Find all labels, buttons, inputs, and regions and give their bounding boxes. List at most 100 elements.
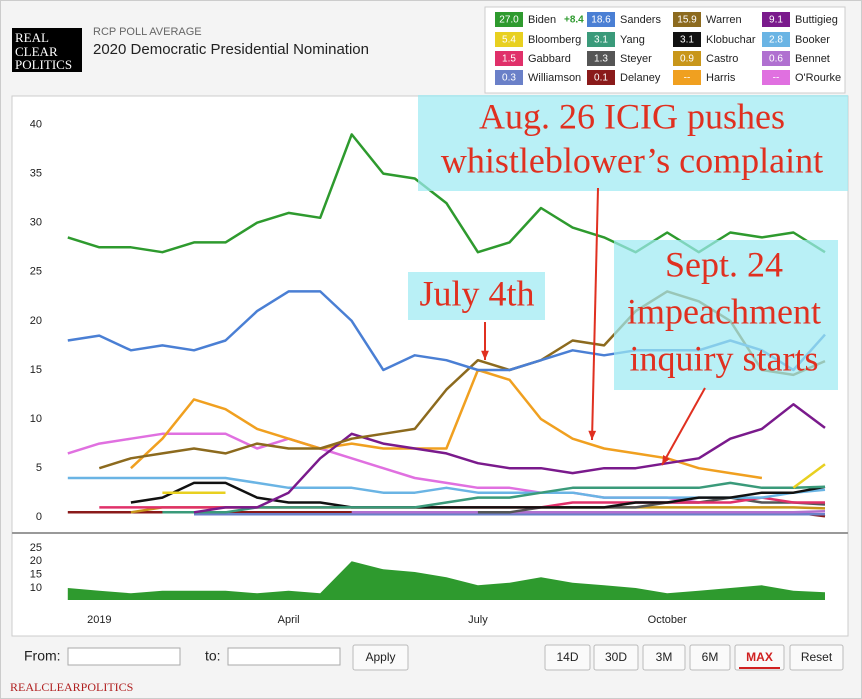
logo-line: REAL — [15, 30, 49, 45]
y-tick-label: 40 — [30, 118, 42, 130]
logo-line: CLEAR — [15, 44, 58, 59]
chart-title: 2020 Democratic Presidential Nomination — [93, 41, 369, 58]
legend-value: -- — [684, 73, 691, 84]
legend-value: -- — [773, 73, 780, 84]
y-tick-label: 20 — [30, 315, 42, 327]
logo-box — [12, 28, 82, 72]
legend-swatch — [495, 32, 523, 47]
legend-value: 0.6 — [769, 54, 783, 65]
legend-swatch — [587, 32, 615, 47]
annotation-text: inquiry starts — [630, 338, 819, 378]
legend-value: 18.6 — [591, 15, 611, 26]
legend-swatch — [673, 51, 701, 66]
legend-value: 1.3 — [594, 54, 608, 65]
legend-name: Klobuchar — [706, 34, 756, 46]
button-label[interactable]: 6M — [702, 650, 719, 664]
legend-name: Delaney — [620, 72, 661, 84]
annotation-box — [614, 240, 838, 390]
y-tick-label: 35 — [30, 168, 42, 180]
button[interactable] — [689, 644, 731, 671]
annotation-text: impeachment — [627, 291, 821, 331]
annotation-box — [408, 272, 545, 320]
legend-name: Bennet — [795, 53, 830, 65]
legend-swatch — [762, 51, 790, 66]
legend-name: Warren — [706, 14, 742, 26]
legend-swatch — [587, 51, 615, 66]
to-label: to: — [205, 648, 221, 664]
legend-value: 5.4 — [502, 35, 516, 46]
button-label[interactable]: 14D — [556, 650, 578, 664]
legend-swatch — [495, 51, 523, 66]
y-tick-label: 25 — [30, 266, 42, 278]
x-tick-label: October — [648, 614, 687, 626]
legend-value: 27.0 — [499, 15, 519, 26]
annotation-text: Aug. 26 ICIG pushes — [479, 96, 785, 136]
y-tick-label: 0 — [36, 511, 42, 523]
series-line — [162, 463, 826, 494]
annotation-arrow — [661, 387, 706, 466]
chart-subtitle: RCP POLL AVERAGE — [93, 26, 202, 38]
legend-value: 1.5 — [502, 54, 516, 65]
legend-value: 0.3 — [502, 73, 516, 84]
legend-swatch — [495, 70, 523, 85]
legend-value: 3.1 — [680, 35, 694, 46]
legend-name: Buttigieg — [795, 14, 838, 26]
legend-name: Yang — [620, 34, 645, 46]
button-label[interactable]: Apply — [365, 650, 395, 664]
button[interactable] — [789, 644, 844, 671]
legend-swatch — [495, 12, 523, 27]
button[interactable] — [544, 644, 591, 671]
series-line — [130, 481, 826, 509]
series-line — [351, 510, 826, 514]
legend-name: Castro — [706, 53, 738, 65]
area — [67, 561, 825, 600]
y-tick-label: 5 — [36, 462, 42, 474]
legend-swatch — [762, 12, 790, 27]
legend-name: O'Rourke — [795, 72, 841, 84]
annotation-text: Sept. 24 — [665, 244, 783, 284]
button[interactable] — [593, 644, 639, 671]
legend-name: Harris — [706, 72, 736, 84]
to-input[interactable] — [227, 647, 341, 666]
button-label[interactable]: 30D — [605, 650, 627, 664]
y-tick-label: 15 — [30, 364, 42, 376]
logo-line: POLITICS — [15, 57, 72, 72]
x-tick-label: 2019 — [87, 614, 111, 626]
legend-name: Bloomberg — [528, 34, 581, 46]
button[interactable] — [734, 644, 785, 671]
legend-name: Gabbard — [528, 53, 571, 65]
x-tick-label: April — [278, 614, 300, 626]
button-label[interactable]: 3M — [656, 650, 673, 664]
legend-swatch — [587, 70, 615, 85]
series-line — [193, 403, 826, 514]
annotation-arrowhead — [662, 455, 670, 465]
button[interactable] — [642, 644, 686, 671]
button[interactable] — [352, 644, 409, 671]
series-line — [130, 368, 763, 480]
series-line — [162, 481, 826, 514]
annotation-arrowhead — [481, 350, 489, 360]
from-input[interactable] — [67, 647, 181, 666]
annotation-text: whistleblower’s complaint — [441, 140, 823, 180]
legend-swatch — [673, 32, 701, 47]
x-tick-label: July — [468, 614, 488, 626]
from-label: From: — [24, 648, 61, 664]
annotation-text: July 4th — [419, 273, 534, 313]
legend-value: 0.1 — [594, 73, 608, 84]
legend-name: Booker — [795, 34, 830, 46]
y-tick-label: 10 — [30, 413, 42, 425]
legend-spread: +8.4 — [564, 15, 584, 26]
y-tick-label: 30 — [30, 217, 42, 229]
button-label[interactable]: MAX — [746, 650, 773, 664]
button-label[interactable]: Reset — [801, 650, 833, 664]
legend-value: 15.9 — [677, 15, 697, 26]
legend-name: Steyer — [620, 53, 652, 65]
legend-value: 0.9 — [680, 54, 694, 65]
legend-swatch — [673, 12, 701, 27]
y-tick-label: 10 — [30, 582, 42, 594]
legend-swatch — [762, 32, 790, 47]
legend-name: Biden — [528, 14, 556, 26]
legend-swatch — [673, 70, 701, 85]
annotation-box — [418, 95, 848, 191]
